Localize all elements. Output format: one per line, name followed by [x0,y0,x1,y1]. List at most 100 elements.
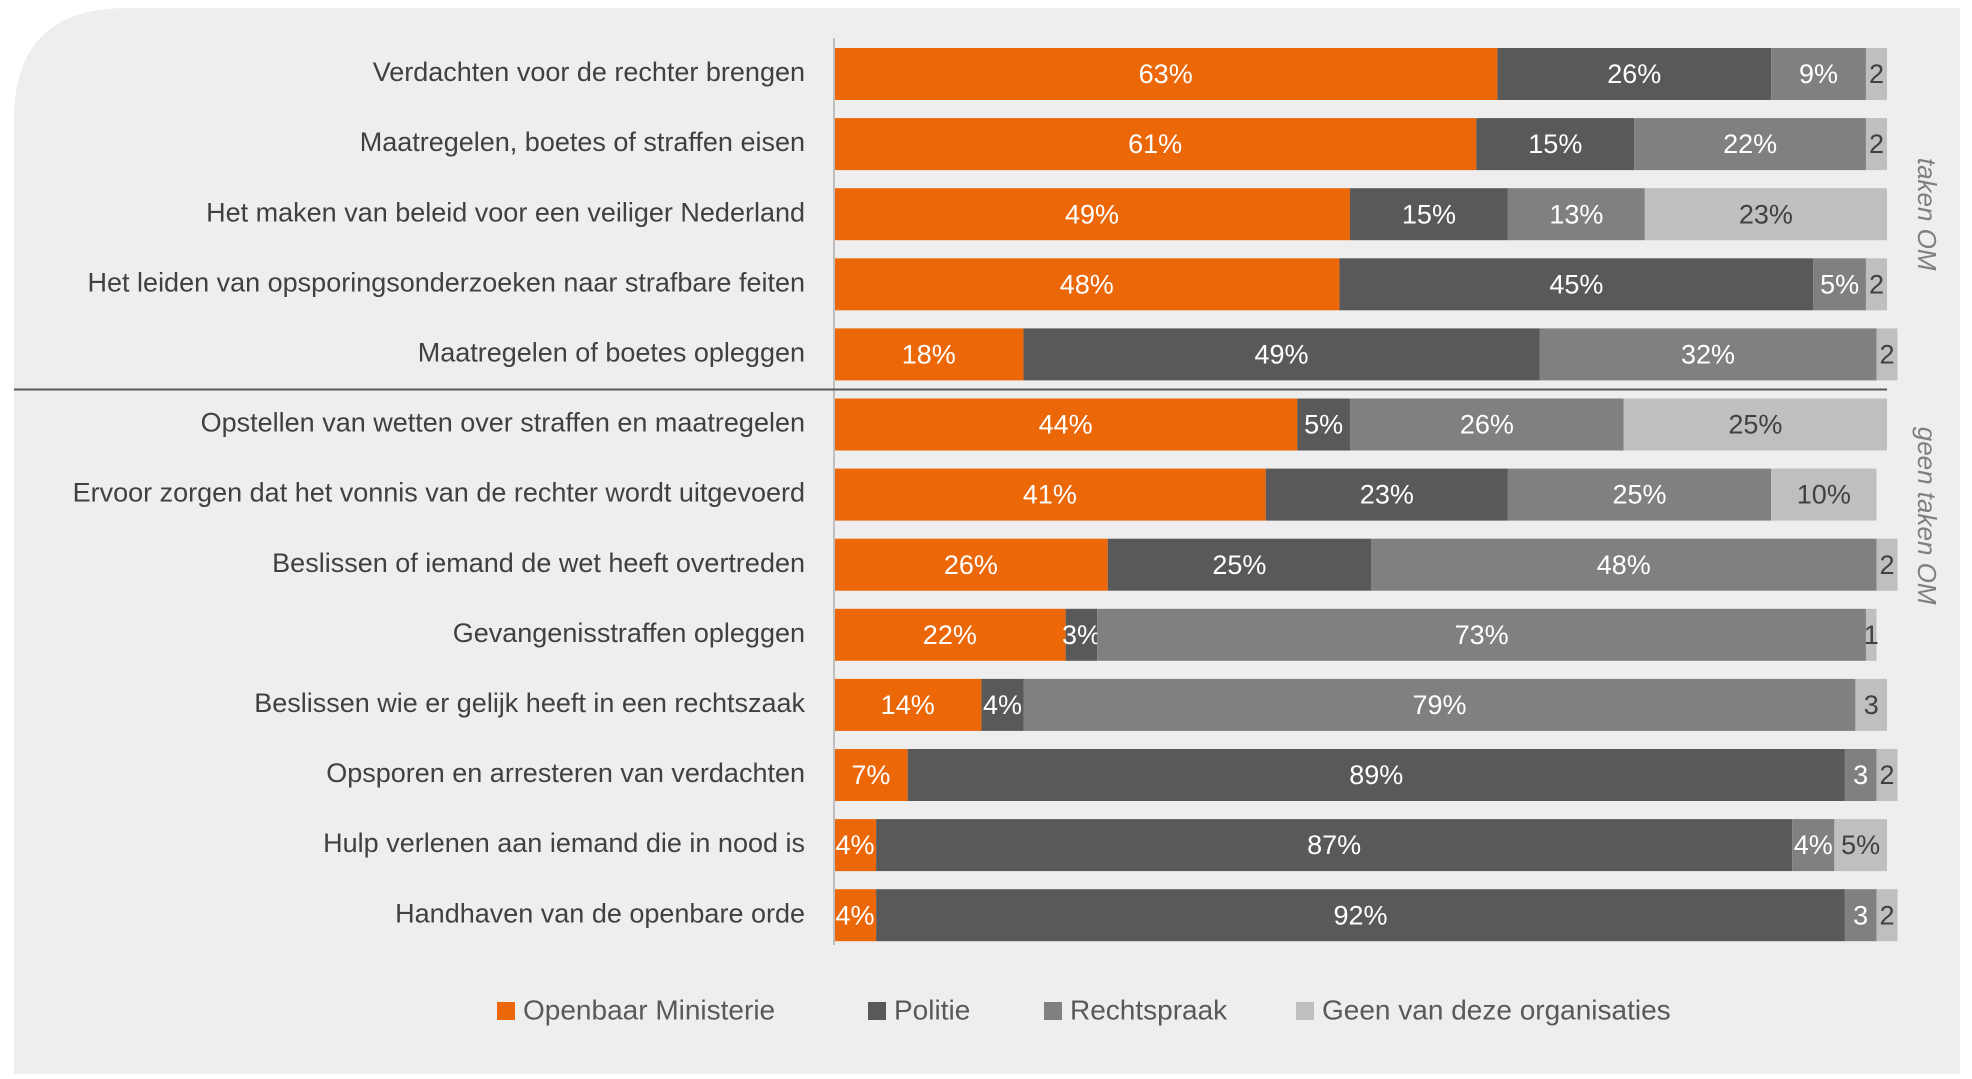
category-label: Verdachten voor de rechter brengen [373,57,805,87]
value-label: 48% [1597,550,1651,580]
bar-segment [1623,398,1887,451]
value-label: 5% [1841,830,1880,860]
bar-segment [1065,608,1098,661]
value-label: 25% [1212,550,1266,580]
bar-segment [834,328,1024,381]
value-label: 5% [1304,410,1343,440]
value-label: 2 [1869,129,1884,159]
bar-segment [1097,608,1866,661]
value-label: 4% [1794,830,1833,860]
value-label: 9% [1799,59,1838,89]
bar-segment [1539,328,1877,381]
bar-segment [1497,48,1772,100]
value-label: 3 [1853,760,1868,790]
bar-segment [1876,749,1898,801]
category-label: Beslissen wie er gelijk heeft in een rec… [254,688,805,718]
value-label: 3 [1853,900,1868,930]
value-label: 25% [1728,410,1782,440]
category-label: Handhaven van de openbare orde [395,898,805,928]
category-label: Opsporen en arresteren van verdachten [326,758,805,788]
legend-swatch [1044,1002,1062,1020]
value-label: 26% [944,550,998,580]
category-label: Maatregelen, boetes of straffen eisen [360,127,805,157]
value-label: 13% [1549,199,1603,229]
bar-segment [1644,188,1887,241]
bar-segment [1297,398,1350,451]
value-label: 89% [1349,760,1403,790]
bar-segment [834,258,1340,311]
bar-segment [834,118,1477,171]
bar-segment [981,678,1024,731]
value-label: 63% [1139,59,1193,89]
value-label: 15% [1528,129,1582,159]
bar-segment [1865,48,1887,100]
bar-segment [1834,819,1887,872]
value-label: 92% [1333,900,1387,930]
bar-segment [834,889,877,942]
category-label: Hulp verlenen aan iemand die in nood is [323,828,805,858]
value-label: 3% [1062,620,1101,650]
bar-segment [834,468,1266,521]
category-label: Maatregelen of boetes opleggen [418,338,805,368]
bar-segment [907,749,1845,801]
value-label: 25% [1613,480,1667,510]
value-label: 49% [1065,199,1119,229]
value-label: 2 [1869,59,1884,89]
value-label: 73% [1455,620,1509,650]
value-label: 2 [1879,340,1894,370]
value-label: 14% [881,690,935,720]
bar-segment [1844,749,1877,801]
value-label: 32% [1681,340,1735,370]
value-label: 26% [1607,59,1661,89]
group-label: geen taken OM [1912,427,1942,605]
value-label: 1 [1864,620,1879,650]
bar-segment [1771,48,1866,100]
bar-segment [1855,678,1887,731]
value-label: 44% [1039,410,1093,440]
legend-swatch [868,1002,886,1020]
bar-segment [834,678,982,731]
bar-segment [834,608,1066,661]
bar-segment [1349,188,1508,241]
bar-segment [834,398,1298,451]
value-label: 22% [1723,129,1777,159]
bar-segment [1507,188,1645,241]
value-label: 23% [1739,199,1793,229]
bar-segment [1507,468,1772,521]
value-label: 2 [1879,550,1894,580]
value-label: 4% [983,690,1022,720]
value-label: 18% [902,340,956,370]
category-label: Beslissen of iemand de wet heeft overtre… [272,548,805,578]
value-label: 4% [836,830,875,860]
bar-segment [834,749,908,801]
bar-segment [1023,328,1540,381]
value-label: 61% [1128,129,1182,159]
bar-segment [834,48,1498,100]
value-label: 87% [1307,830,1361,860]
bar-segment [1876,328,1898,381]
bar-segment [1813,258,1866,311]
bar-segment [876,819,1793,872]
value-label: 2 [1869,269,1884,299]
bar-segment [1792,819,1835,872]
bar-segment [1865,258,1887,311]
bar-segment [1476,118,1635,171]
category-label: Het leiden van opsporingsonderzoeken naa… [88,267,805,297]
bar-segment [1865,608,1877,661]
value-label: 2 [1879,900,1894,930]
legend-label: Politie [894,994,970,1025]
group-label: taken OM [1912,158,1942,271]
category-label: Gevangenisstraffen opleggen [453,618,805,648]
bar-segment [1339,258,1814,311]
value-label: 5% [1820,269,1859,299]
bar-segment [1265,468,1508,521]
value-label: 22% [923,620,977,650]
bar-segment [1107,538,1372,591]
bar-segment [876,889,1845,942]
legend-label: Geen van deze organisaties [1322,994,1671,1025]
bar-segment [1865,118,1887,171]
category-label: Ervoor zorgen dat het vonnis van de rech… [73,478,805,508]
legend-label: Openbaar Ministerie [523,994,775,1025]
value-label: 41% [1023,480,1077,510]
value-label: 49% [1255,340,1309,370]
